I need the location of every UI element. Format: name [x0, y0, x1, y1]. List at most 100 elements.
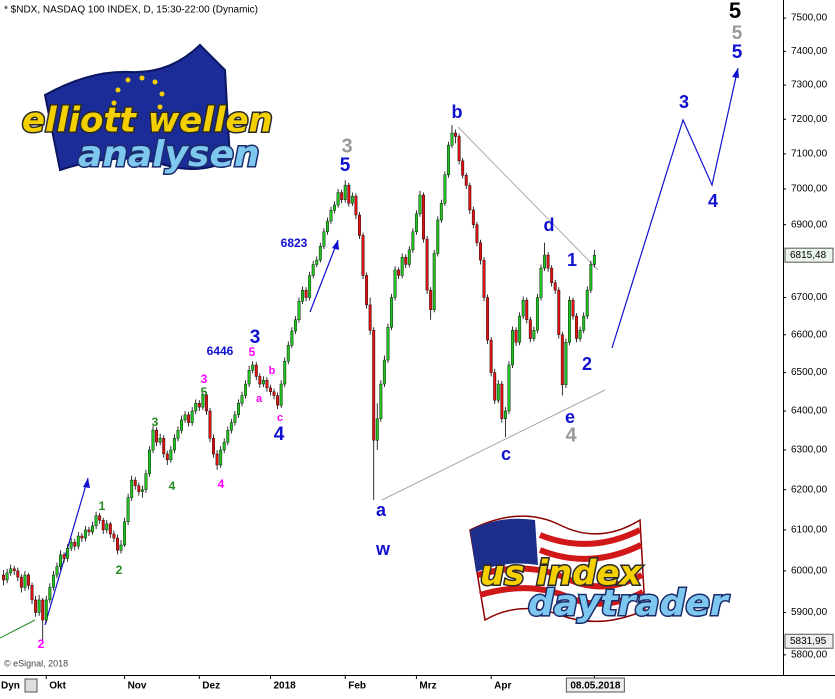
candle-body: [226, 430, 230, 443]
candle-body: [397, 269, 401, 276]
candle-body: [23, 574, 27, 588]
candle-body: [215, 453, 219, 466]
wave-label: 5: [340, 155, 351, 176]
wave-label: 2: [116, 563, 123, 577]
candle-body: [365, 275, 369, 306]
logo-text: elliott wellen: [22, 101, 273, 141]
candle-body: [12, 568, 16, 572]
candle-body: [83, 529, 87, 539]
candle-body: [276, 395, 280, 406]
chart-title: * $NDX, NASDAQ 100 INDEX, D, 15:30-22:00…: [4, 5, 258, 16]
candle-body: [482, 259, 486, 298]
wave-label: a: [376, 500, 387, 520]
wave-label: 3: [679, 92, 689, 112]
candle-body: [575, 315, 579, 339]
wave-label: c: [277, 412, 283, 424]
mode-icon[interactable]: [24, 678, 38, 693]
y-tick-label: 6700,00: [791, 292, 828, 303]
candle-body: [201, 394, 205, 408]
candle-body: [247, 370, 251, 385]
candle-body: [80, 535, 84, 539]
wave-label: 3: [201, 372, 208, 386]
candle-body: [493, 372, 497, 401]
candle-body: [379, 383, 383, 419]
wave-label: 4: [565, 424, 577, 446]
candle-body: [112, 533, 116, 539]
price-tag: 5831,95: [790, 636, 827, 647]
candle-body: [240, 395, 244, 404]
candle-body: [461, 160, 465, 176]
candle-body: [116, 537, 119, 551]
plot: [2, 125, 596, 640]
candle-body: [471, 209, 475, 225]
candle-body: [382, 359, 386, 385]
candle-body: [265, 380, 269, 389]
candle-body: [571, 299, 575, 317]
candle-body: [66, 548, 70, 559]
candle-body: [311, 264, 315, 276]
candle-body: [358, 214, 361, 236]
candle-body: [183, 414, 187, 421]
candle-body: [436, 219, 440, 254]
wave-label: 5: [729, 0, 741, 23]
eu-flag: [43, 43, 232, 172]
candle-body: [532, 330, 536, 339]
y-tick-label: 6500,00: [791, 367, 828, 378]
eu-stars: [111, 75, 165, 110]
wave-label: w: [375, 539, 391, 559]
candle-body: [204, 394, 208, 412]
candle-body: [2, 574, 6, 581]
candle-body: [368, 304, 372, 331]
candle-body: [105, 523, 109, 531]
candle-body: [194, 403, 198, 412]
candle-body: [304, 289, 308, 298]
wave-label: e: [565, 407, 575, 427]
candle-body: [592, 254, 596, 265]
wave-line: [0, 619, 36, 639]
candle-body: [489, 339, 493, 373]
candle-body: [251, 364, 255, 371]
wave-label: 4: [218, 477, 225, 491]
candle-body: [525, 299, 529, 320]
candle-body: [446, 144, 450, 176]
candle-body: [354, 195, 358, 216]
y-tick-label: 5900,00: [791, 607, 828, 618]
candle-body: [34, 599, 38, 613]
wave-label: 5: [249, 345, 256, 359]
candle-body: [283, 360, 287, 385]
wave-label: a: [256, 393, 263, 405]
candle-body: [468, 185, 472, 211]
candle-body: [41, 599, 45, 621]
candle-body: [258, 376, 262, 385]
candle-body: [151, 429, 155, 451]
y-tick-label: 6000,00: [791, 566, 828, 577]
candle-body: [51, 574, 55, 588]
candle-body: [528, 319, 532, 339]
candle-body: [511, 330, 514, 366]
candle-body: [329, 210, 333, 222]
candle-body: [553, 282, 557, 291]
y-tick-label: 7200,00: [791, 114, 828, 125]
candle-body: [507, 364, 511, 412]
candle-body: [390, 297, 393, 328]
y-tick-label: 7000,00: [791, 184, 828, 195]
wave-label: 2: [582, 354, 592, 374]
y-tick-label: 7400,00: [791, 46, 828, 57]
candle-body: [293, 319, 297, 332]
candle-body: [44, 599, 48, 621]
candle-body: [464, 175, 468, 186]
candle-body: [325, 220, 329, 233]
candle-body: [244, 383, 248, 396]
trend-lines: [381, 126, 606, 501]
candle-body: [432, 253, 436, 310]
candle-body: [123, 521, 127, 546]
candle-body: [400, 256, 404, 276]
candle-body: [557, 289, 561, 335]
candle-body: [543, 254, 546, 269]
candle-body: [133, 479, 137, 486]
price-tag-box: [784, 633, 834, 649]
y-tick-label: 6100,00: [791, 525, 828, 536]
y-tick-label: 6900,00: [791, 219, 828, 230]
candle-body: [514, 330, 518, 343]
